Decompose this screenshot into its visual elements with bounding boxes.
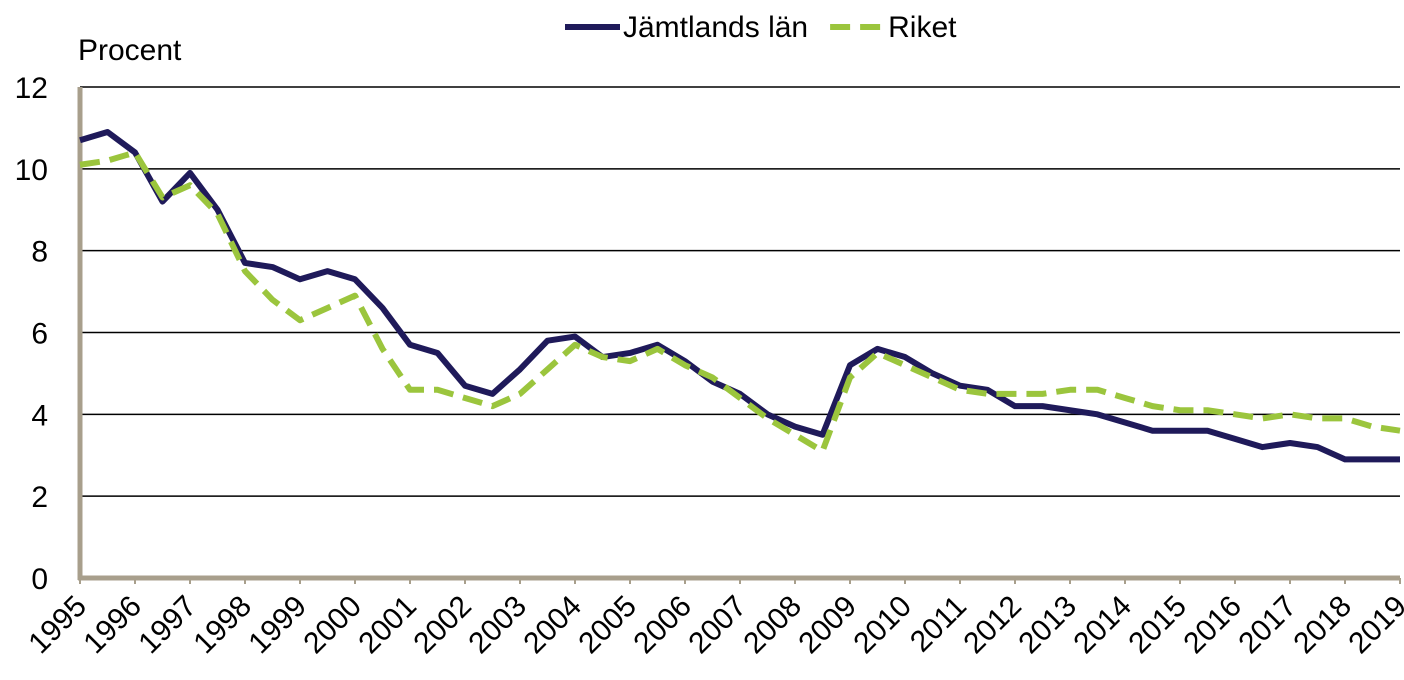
x-tick-label: 2012	[957, 590, 1028, 661]
x-tick-label: 2008	[737, 590, 808, 661]
x-tick-label: 1999	[242, 590, 313, 661]
x-tick-label: 2017	[1232, 590, 1303, 661]
legend-label: Riket	[888, 11, 957, 44]
x-tick-label: 2006	[627, 590, 698, 661]
y-tick-label: 6	[31, 318, 48, 351]
x-tick-label: 2011	[904, 590, 973, 659]
x-tick-label: 2000	[297, 590, 368, 661]
x-tick-label: 1996	[77, 590, 148, 661]
series-line	[79, 129, 1400, 463]
x-tick-label: 1998	[187, 590, 258, 661]
y-tick-label: 8	[31, 236, 48, 269]
x-tick-label: 2002	[407, 590, 478, 661]
x-tick-label: 2018	[1287, 590, 1358, 661]
x-tick-label: 2007	[682, 590, 753, 661]
y-tick-label: 2	[31, 481, 48, 514]
x-tick-label: 2019	[1342, 590, 1404, 661]
y-tick-label: 4	[31, 399, 48, 432]
y-tick-label: 0	[31, 563, 48, 596]
x-tick-label: 2004	[517, 590, 588, 661]
y-tick-label: 10	[15, 154, 48, 187]
x-tick-label: 2014	[1067, 590, 1138, 661]
legend-label: Jämtlands län	[623, 11, 808, 44]
x-tick-label: 2001	[352, 590, 423, 661]
y-axis-label: Procent	[78, 34, 182, 67]
x-tick-label: 2010	[847, 590, 918, 661]
y-tick-label: 12	[15, 72, 48, 105]
x-tick-label: 2009	[792, 590, 863, 661]
x-tick-label: 2016	[1177, 590, 1248, 661]
x-tick-label: 1997	[132, 590, 203, 661]
series-line	[79, 149, 1401, 455]
x-tick-label: 2003	[462, 590, 533, 661]
x-tick-label: 2005	[572, 590, 643, 661]
x-tick-label: 2013	[1012, 590, 1083, 661]
x-tick-label: 1995	[22, 590, 93, 661]
x-tick-label: 2015	[1122, 590, 1193, 661]
